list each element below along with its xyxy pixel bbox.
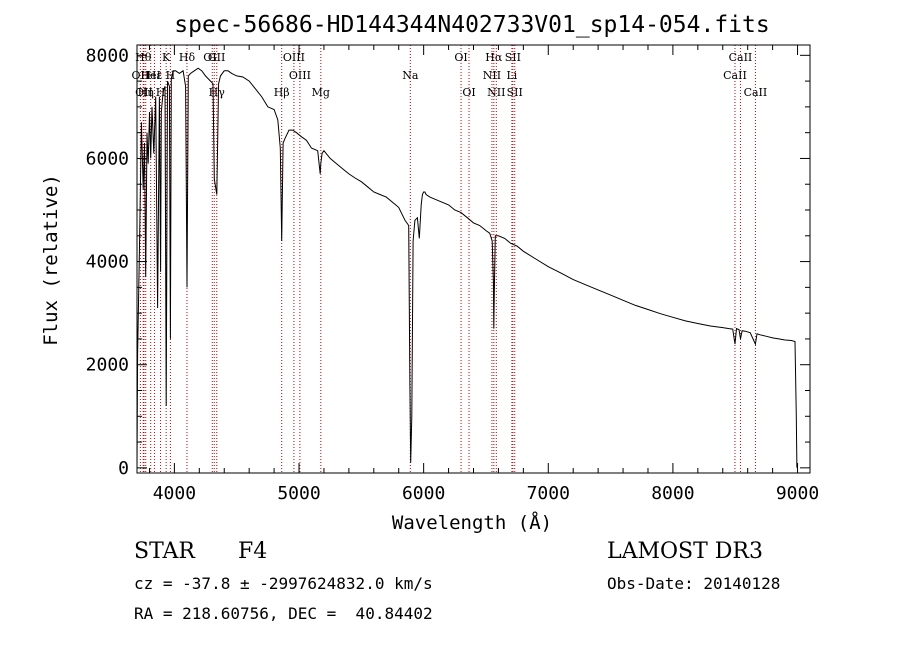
line-label-24: SII bbox=[505, 51, 521, 64]
plot-frame bbox=[136, 44, 811, 474]
x-tick-label-4: 8000 bbox=[651, 483, 694, 504]
y-tick-label-0: 0 bbox=[118, 458, 129, 479]
x-axis: 4000 5000 6000 7000 8000 9000 bbox=[148, 45, 819, 504]
line-label-18: OI bbox=[454, 51, 467, 64]
line-label-10: G bbox=[208, 51, 217, 64]
y-axis-label: Flux (relative) bbox=[40, 174, 62, 346]
line-label-5: Hε bbox=[147, 69, 163, 82]
line-label-11: OIII bbox=[203, 51, 225, 64]
line-label-13: Hβ bbox=[274, 86, 290, 99]
line-label-19: OI bbox=[462, 86, 475, 99]
line-label-2: OII bbox=[135, 86, 153, 99]
line-label-27: CaII bbox=[729, 51, 753, 64]
observation-date: Obs-Date: 20140128 bbox=[607, 574, 781, 593]
y-tick-label-3: 6000 bbox=[86, 148, 129, 169]
redshift-velocity: cz = -37.8 ± -2997624832.0 km/s bbox=[134, 574, 433, 593]
line-label-3: Hη bbox=[138, 86, 154, 99]
chart-title: spec-56686-HD144344N402733V01_sp14-054.f… bbox=[174, 12, 769, 38]
spectrum-chart: spec-56686-HD144344N402733V01_sp14-054.f… bbox=[40, 12, 819, 534]
line-label-17: Na bbox=[402, 69, 419, 82]
spectrum-line bbox=[136, 67, 798, 468]
line-label-28: CaII bbox=[744, 86, 768, 99]
x-tick-label-2: 6000 bbox=[402, 483, 445, 504]
line-label-9: Hδ bbox=[179, 51, 196, 64]
object-type: STAR bbox=[134, 539, 195, 564]
x-tick-label-1: 5000 bbox=[277, 483, 320, 504]
line-label-22: NII bbox=[487, 86, 505, 99]
line-label-6: H bbox=[156, 86, 166, 99]
y-tick-label-1: 2000 bbox=[86, 355, 129, 376]
y-tick-label-2: 4000 bbox=[86, 252, 129, 273]
x-tick-label-3: 7000 bbox=[527, 483, 570, 504]
spectral-line-markers bbox=[139, 45, 756, 473]
x-axis-label: Wavelength (Å) bbox=[392, 511, 552, 534]
line-label-14: OIII bbox=[283, 51, 305, 64]
x-tick-label-5: 9000 bbox=[776, 483, 819, 504]
line-label-25: SII bbox=[507, 86, 523, 99]
line-label-26: CaII bbox=[723, 69, 747, 82]
line-label-0: OII bbox=[132, 69, 150, 82]
line-label-15: OIII bbox=[289, 69, 311, 82]
line-label-4: HeI bbox=[140, 69, 160, 82]
line-label-7: K bbox=[162, 51, 171, 64]
line-label-20: Hα bbox=[485, 51, 503, 64]
ra-dec-coordinates: RA = 218.60756, DEC = 40.84402 bbox=[134, 604, 433, 623]
line-label-23: Li bbox=[506, 69, 517, 82]
y-axis: 0 2000 4000 6000 8000 bbox=[86, 45, 810, 479]
y-tick-label-4: 8000 bbox=[86, 45, 129, 66]
survey-name: LAMOST DR3 bbox=[607, 539, 763, 564]
object-subclass: F4 bbox=[238, 539, 268, 564]
line-label-8: H bbox=[166, 69, 176, 82]
line-label-16: Mg bbox=[312, 86, 330, 99]
line-label-21: NII bbox=[483, 69, 501, 82]
line-label-12: Hγ bbox=[209, 86, 226, 99]
line-label-1: Hθ bbox=[135, 51, 152, 64]
x-tick-label-0: 4000 bbox=[153, 483, 196, 504]
